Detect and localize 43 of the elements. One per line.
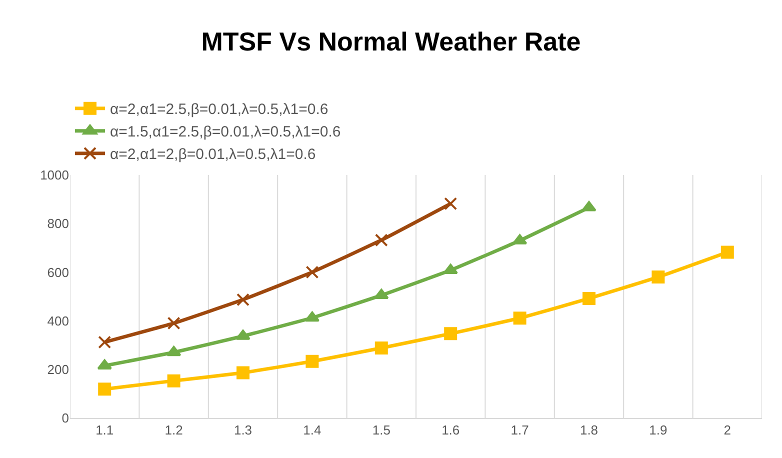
x-tick-label: 1.8 [580,422,598,438]
legend-label: α=2,α1=2.5,β=0.01,λ=0.5,λ1=0.6 [110,101,328,118]
y-tick-label: 800 [47,216,69,232]
point [98,336,112,349]
y-tick-label: 600 [47,264,69,280]
point [236,330,250,340]
chart-title: MTSF Vs Normal Weather Rate [201,26,581,56]
point [374,234,388,247]
point [374,288,389,300]
point [513,312,526,325]
point [306,266,319,279]
legend-label: α=1.5,α1=2.5,β=0.01,λ=0.5,λ1=0.6 [110,124,341,141]
point [98,382,112,396]
x-tick-label: 1.3 [234,422,252,438]
y-tick-label: 200 [47,362,69,377]
point [236,293,250,306]
x-tick-label: 1.7 [510,422,529,438]
point [167,316,180,330]
point [444,327,458,340]
point [443,264,458,274]
y-tick-label: 1000 [40,168,69,183]
x-tick-label: 1.4 [303,422,322,438]
x-tick-label: 1.9 [649,422,668,438]
y-tick-label: 0 [62,410,69,426]
x-tick-label: 1.1 [96,422,114,438]
x-tick-label: 1.2 [164,422,183,438]
point [582,201,596,212]
point [236,366,250,380]
point [304,311,320,322]
x-tick-label: 2 [724,422,732,438]
point [97,359,112,370]
point [652,270,665,284]
point [582,292,596,305]
point [720,246,734,259]
x-tick-label: 1.6 [442,422,460,438]
point [167,374,180,388]
point [374,342,388,355]
legend-label: α=2,α1=2,β=0.01,λ=0.5,λ1=0.6 [110,146,316,164]
point [166,346,182,356]
x-tick-label: 1.5 [372,422,390,438]
point [306,354,319,368]
y-tick-label: 400 [47,313,69,328]
point [444,197,458,210]
